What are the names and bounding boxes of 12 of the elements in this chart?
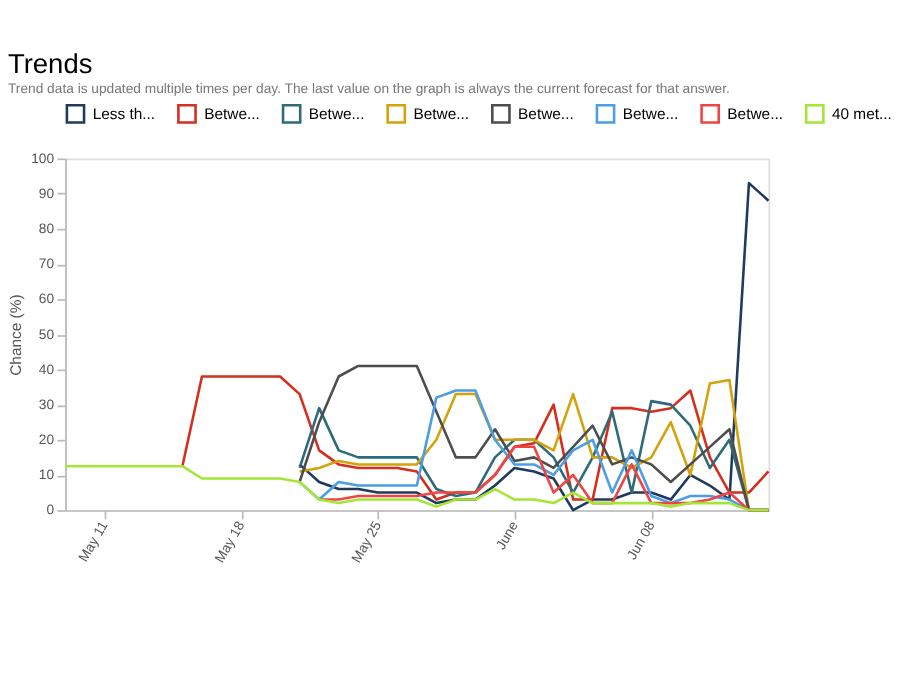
legend-label: Betwe... — [727, 105, 783, 124]
legend-label: 40 met... — [831, 105, 892, 124]
y-axis-title: Chance (%) — [6, 293, 25, 376]
legend-label: Betwe... — [518, 105, 574, 124]
legend-label: Less th... — [92, 105, 156, 124]
line-series — [298, 181, 770, 512]
legend-label: Betwe... — [204, 105, 260, 124]
legend-label: Betwe... — [622, 105, 679, 124]
legend-label: Betwe... — [308, 105, 365, 124]
chart-title: Trends — [7, 48, 93, 79]
line-series — [181, 375, 770, 501]
legend-label: Betwe... — [413, 105, 470, 124]
